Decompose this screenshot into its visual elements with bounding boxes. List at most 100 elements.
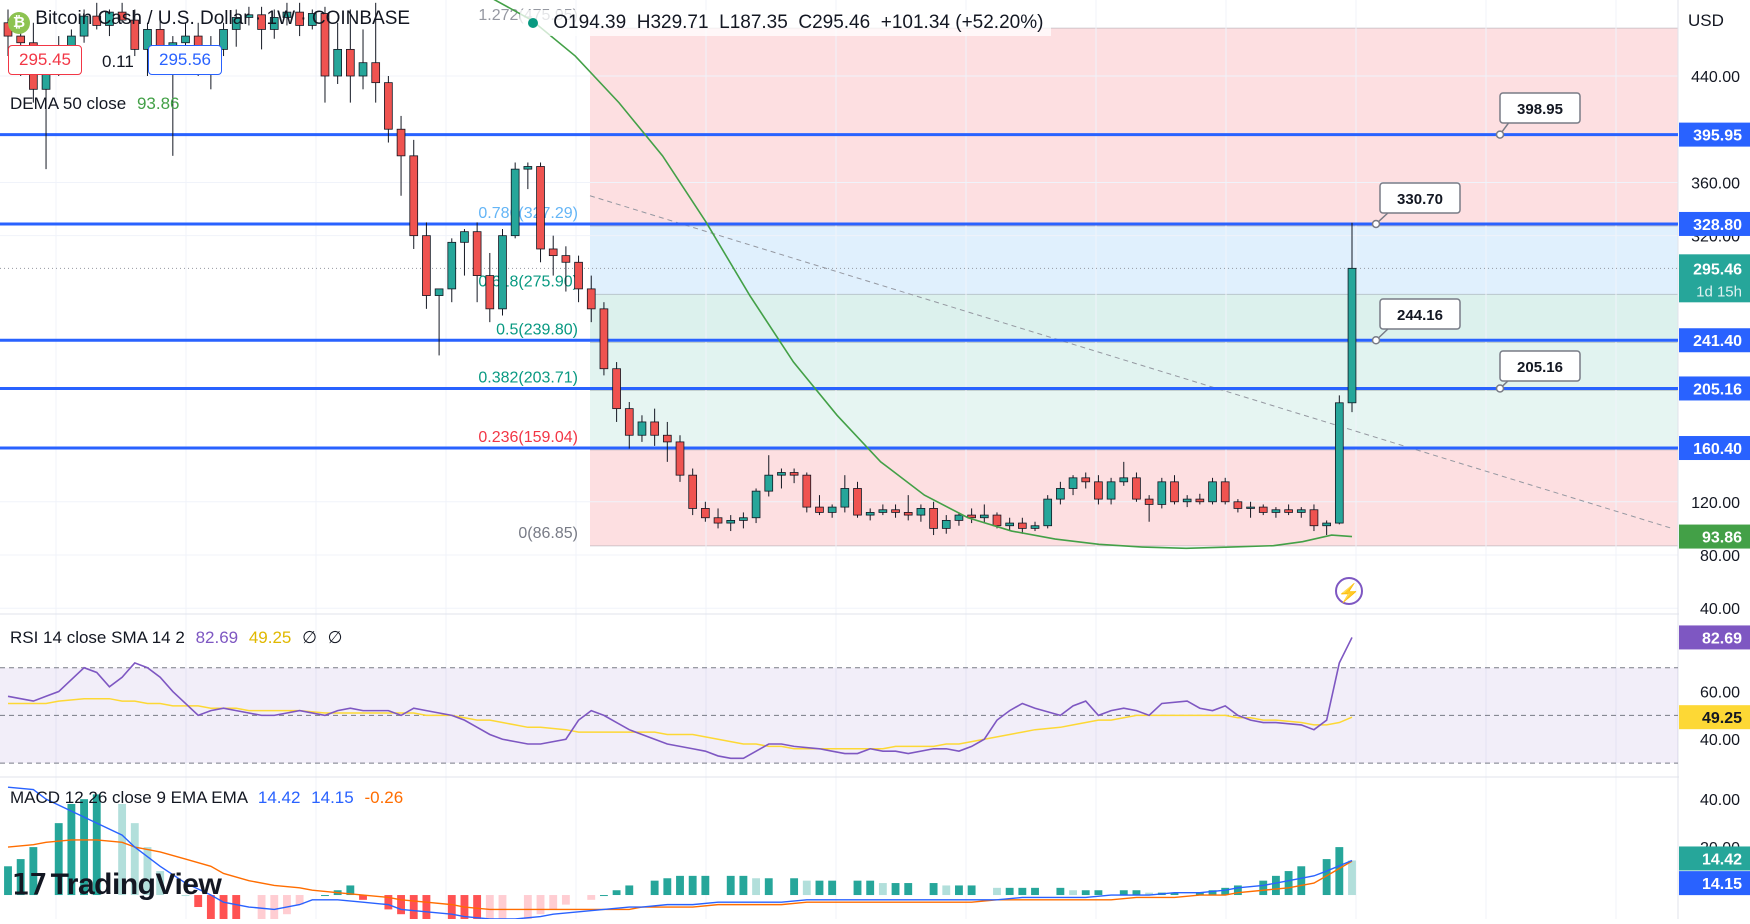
rsi-sma-line[interactable] [8,697,1353,750]
candle[interactable] [320,6,330,103]
candle[interactable] [624,401,634,449]
candle[interactable] [396,115,406,196]
candle[interactable] [231,9,241,47]
candle[interactable] [1170,475,1179,505]
candle[interactable] [777,468,786,489]
candle[interactable] [1208,477,1217,505]
candle[interactable] [1322,520,1331,536]
candle[interactable] [764,455,774,497]
candle[interactable] [1030,521,1040,532]
macd-signal-line[interactable] [7,839,1353,911]
candle[interactable] [1195,493,1205,505]
price-callout[interactable]: 244.16 [1371,298,1461,345]
candle[interactable] [1056,481,1065,505]
candle[interactable] [1233,499,1243,513]
candle[interactable] [1144,495,1154,522]
candle[interactable] [574,255,583,303]
candle[interactable] [79,9,89,43]
level-price-badge[interactable]: 395.95 [1679,122,1750,147]
rsi-line[interactable] [7,637,1353,760]
candle[interactable] [1018,517,1027,534]
candle[interactable] [333,22,342,84]
candle[interactable] [1258,504,1268,516]
candle[interactable] [536,162,545,263]
candle[interactable] [688,468,698,516]
candle[interactable] [891,504,900,518]
rsi-sma-value-badge[interactable]: 49.25 [1679,705,1750,730]
candle[interactable] [244,6,254,26]
macd-hist-value-badge[interactable]: 14.42 [1679,846,1750,871]
candle[interactable] [637,415,647,442]
candle[interactable] [903,495,913,521]
candle[interactable] [105,9,114,37]
candle[interactable] [1347,222,1357,413]
candle[interactable] [219,22,228,57]
candle[interactable] [802,472,812,513]
candle[interactable] [561,246,571,292]
rsi-value-badge[interactable]: 82.69 [1679,625,1750,650]
candle[interactable] [422,222,431,309]
last-price-badge[interactable]: 295.46 1d 15h [1679,254,1750,303]
dema-50-line[interactable] [444,0,1353,550]
candle[interactable] [1309,504,1319,532]
candle[interactable] [1094,475,1103,505]
candle[interactable] [1246,501,1255,518]
candle[interactable] [967,508,976,524]
candle[interactable] [282,2,292,26]
candle[interactable] [916,504,926,522]
candle[interactable] [840,475,850,513]
candle[interactable] [1132,472,1141,502]
candle[interactable] [1220,477,1230,505]
candle[interactable] [409,139,419,249]
candle[interactable] [789,468,799,484]
candle[interactable] [41,62,51,170]
candle[interactable] [1157,477,1167,509]
candle[interactable] [612,362,621,422]
alert-lightning-icon[interactable]: ⚡ [1335,577,1363,605]
candle[interactable] [181,22,190,50]
candle[interactable] [713,508,723,529]
level-price-badge[interactable]: 328.80 [1679,211,1750,236]
bid-price-pill[interactable]: 295.45 [8,45,82,75]
candle[interactable] [307,9,317,30]
candle[interactable] [599,302,609,376]
symbol-title-bar[interactable]: ₿ Bitcoin Cash / U.S. Dollar · 1W · COIN… [8,8,410,34]
candle[interactable] [979,504,989,524]
candle[interactable] [954,512,964,526]
dema-legend[interactable]: DEMA 50 close 93.86 [10,94,180,114]
candle[interactable] [434,288,444,356]
rsi-legend[interactable]: RSI 14 close SMA 14 2 82.69 49.25 ∅ ∅ [10,628,342,648]
level-price-badge[interactable]: 205.16 [1679,376,1750,401]
candle[interactable] [701,501,710,522]
candle[interactable] [117,2,127,23]
candle[interactable] [1068,475,1078,496]
candle[interactable] [662,421,672,462]
price-callout[interactable]: 398.95 [1495,92,1581,139]
candle[interactable] [371,2,381,103]
candle[interactable] [358,29,368,90]
candle[interactable] [878,504,888,516]
candle[interactable] [472,222,482,303]
candle[interactable] [726,515,736,532]
ask-price-pill[interactable]: 295.56 [148,45,222,75]
candle[interactable] [460,229,469,276]
tradingview-logo[interactable]: 𝟣𝟩 TradingView [12,868,222,902]
candle[interactable] [510,162,520,239]
candle[interactable] [143,22,152,76]
candle[interactable] [269,9,279,39]
price-callout[interactable]: 205.16 [1495,350,1581,393]
candle[interactable] [675,435,685,482]
macd-line[interactable] [7,786,1353,920]
candle[interactable] [130,9,140,57]
macd-value-badge[interactable]: 14.15 [1679,871,1750,896]
currency-selector[interactable]: USD [1688,11,1724,31]
candle[interactable] [92,2,102,30]
candle[interactable] [523,162,533,190]
candle[interactable] [941,515,951,534]
level-price-badge[interactable]: 241.40 [1679,328,1750,353]
candle[interactable] [751,488,761,524]
candle[interactable] [815,495,824,516]
price-callout[interactable]: 330.70 [1371,182,1461,229]
